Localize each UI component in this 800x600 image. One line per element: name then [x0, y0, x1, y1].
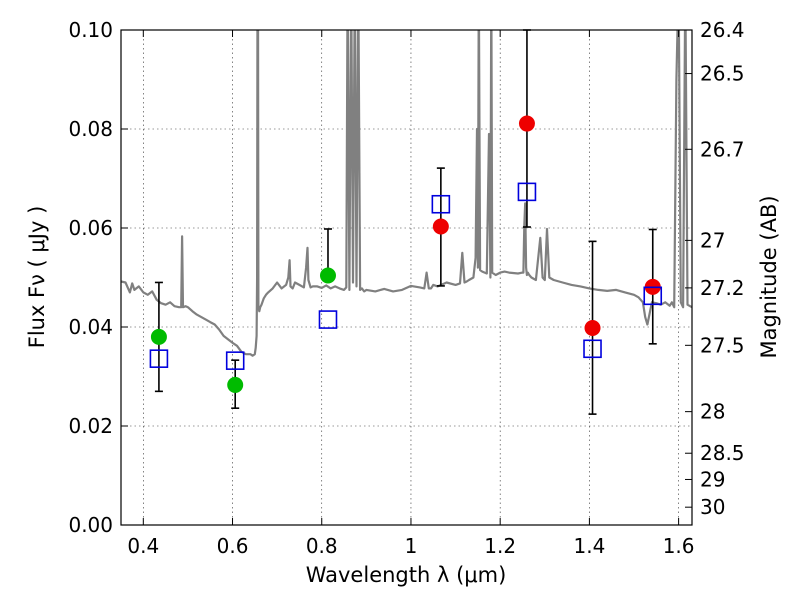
grid — [121, 29, 692, 526]
spectrum-line — [121, 30, 692, 357]
x-tick-label: 0.8 — [306, 534, 338, 558]
x-tick-label: 1.2 — [484, 534, 516, 558]
magnitude-tick-label: 28.5 — [700, 441, 745, 465]
plot-frame — [120, 29, 693, 526]
observed-flux-point — [227, 376, 244, 393]
observed-flux-point — [150, 328, 167, 345]
x-tick-label: 1.6 — [663, 534, 695, 558]
magnitude-tick-label: 30 — [700, 495, 725, 519]
magnitude-tick-label: 27 — [700, 228, 725, 252]
observed-flux-point — [432, 218, 449, 235]
magnitude-axis: 26.4 26.5 26.7 27 27.2 27.5 28 28.529 30 — [685, 18, 745, 519]
model-flux-square — [643, 286, 663, 306]
y-tick-label: 0.02 — [68, 414, 113, 438]
magnitude-tick-label: 29 — [700, 467, 725, 491]
model-flux-square — [225, 351, 245, 370]
magnitude-tick-label: 27.5 — [700, 333, 745, 357]
y-tick-label: 0.06 — [68, 216, 113, 240]
magnitude-tick-label: 26.7 — [700, 137, 745, 161]
model-flux-square — [431, 194, 451, 214]
model-flux-square — [318, 310, 338, 329]
model-spectrum — [121, 30, 692, 357]
data-markers — [149, 115, 663, 393]
x-tick-label: 0.6 — [217, 534, 249, 558]
x-axis-label: Wavelength λ (μm) — [306, 563, 507, 587]
observed-flux-point — [518, 115, 535, 132]
x-tick-label: 1 — [405, 534, 418, 558]
y-tick-label: 0.04 — [68, 315, 113, 339]
observed-flux-point — [584, 319, 601, 336]
y-tick-label: 0.10 — [68, 18, 113, 42]
magnitude-axis-label: Magnitude (AB) — [757, 195, 781, 358]
magnitude-tick-label: 26.4 — [700, 18, 745, 42]
x-tick-label: 1.4 — [573, 534, 605, 558]
y-axis-label: Flux Fν ( μJy ) — [25, 206, 49, 349]
observed-flux-point — [319, 267, 336, 284]
magnitude-tick-label: 26.5 — [700, 62, 745, 86]
x-tick-label: 0.4 — [127, 534, 159, 558]
error-bars — [154, 29, 657, 415]
model-flux-square — [583, 339, 602, 359]
y-axis: 0.00 0.02 0.04 0.06 0.08 0.10 — [68, 18, 128, 537]
model-flux-square — [149, 349, 169, 368]
magnitude-tick-label: 27.2 — [700, 276, 745, 300]
y-tick-label: 0.08 — [68, 117, 113, 141]
magnitude-tick-label: 28 — [700, 400, 725, 424]
model-flux-square — [517, 182, 537, 202]
y-tick-label: 0.00 — [68, 513, 113, 537]
x-axis: 0.4 0.6 0.8 1 1.2 1.4 1.6 — [127, 30, 695, 558]
